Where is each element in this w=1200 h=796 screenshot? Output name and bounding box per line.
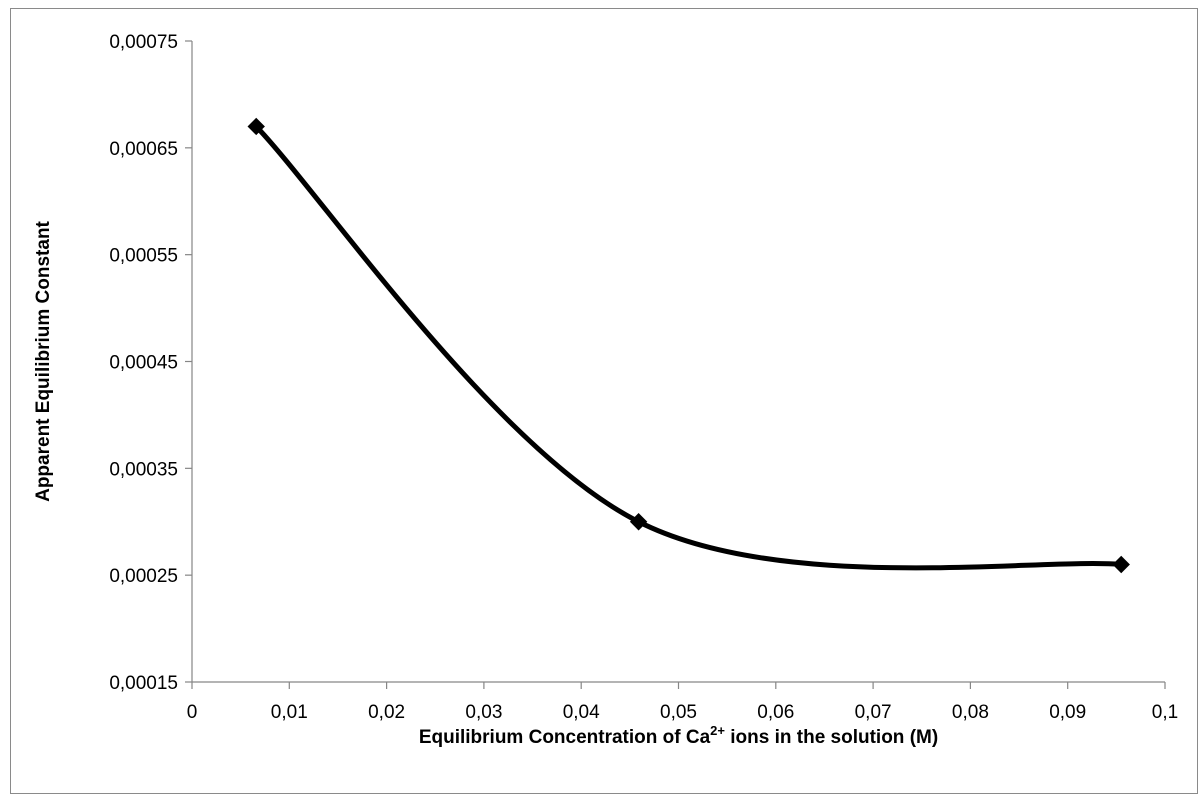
y-tick-label: 0,00055 xyxy=(109,246,178,267)
x-tick-label: 0,06 xyxy=(757,702,794,723)
axes xyxy=(185,40,1166,689)
x-axis-title: Equilibrium Concentration of Ca2+ ions i… xyxy=(419,723,938,748)
series-markers xyxy=(247,117,1130,574)
y-tick-label: 0,00035 xyxy=(109,459,178,480)
x-tick-label: 0 xyxy=(187,702,198,723)
x-tick-label: 0,04 xyxy=(563,702,600,723)
y-axis-title: Apparent Equilibrium Constant xyxy=(33,220,54,501)
x-tick-label: 0,03 xyxy=(465,702,502,723)
tick-labels: 0,00015 0,00025 0,00035 0,00045 0,00055 0,000… xyxy=(109,32,1178,723)
x-axis-title-superscript: 2+ xyxy=(710,723,725,738)
y-tick-label: 0,00045 xyxy=(109,353,178,374)
series-line xyxy=(253,123,1124,571)
data-point-marker xyxy=(629,513,648,531)
x-tick-label: 0,08 xyxy=(952,702,989,723)
data-point-marker xyxy=(1112,555,1130,574)
data-point-marker xyxy=(247,117,265,136)
x-tick-label: 0,02 xyxy=(368,702,405,723)
x-axis-title-suffix: ions in the solution (M) xyxy=(725,727,938,748)
y-tick-label: 0,00075 xyxy=(109,32,178,53)
x-tick-label: 0,09 xyxy=(1049,702,1086,723)
x-tick-label: 0,1 xyxy=(1152,702,1178,723)
x-tick-label: 0,01 xyxy=(271,702,308,723)
x-tick-label: 0,05 xyxy=(660,702,697,723)
y-tick-label: 0,00025 xyxy=(109,566,178,587)
x-tick-label: 0,07 xyxy=(855,702,892,723)
chart-frame xyxy=(10,8,1198,794)
x-axis-title-prefix: Equilibrium Concentration of Ca xyxy=(419,727,711,748)
y-tick-label: 0,00065 xyxy=(109,139,178,160)
y-tick-label: 0,00015 xyxy=(109,673,178,694)
